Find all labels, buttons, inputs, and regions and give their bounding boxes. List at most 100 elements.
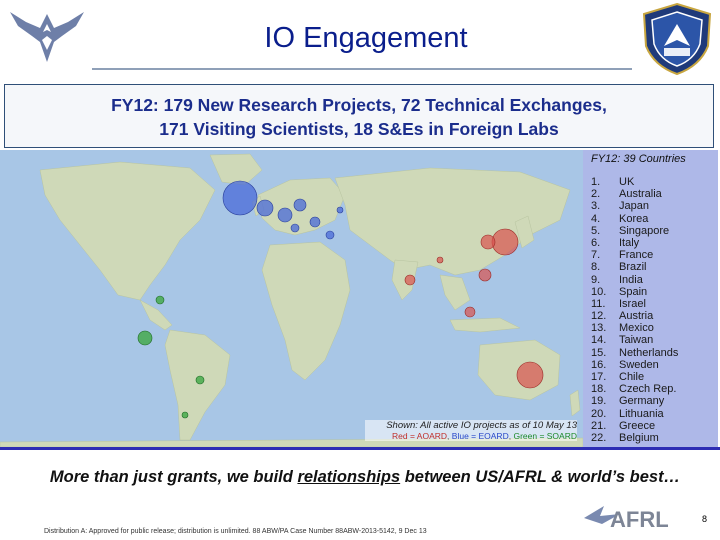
country-item: 6. Italy	[591, 237, 678, 249]
country-name: Chile	[619, 371, 645, 383]
country-item: 19. Germany	[591, 395, 678, 407]
country-rank: 19.	[591, 395, 607, 408]
afrl-logo-text: AFRL	[610, 507, 669, 532]
country-name: Israel	[619, 297, 646, 310]
country-rank: 6.	[591, 236, 601, 249]
country-name: Spain	[619, 285, 648, 298]
country-name: France	[619, 249, 654, 262]
soard-bubbles	[137, 295, 205, 419]
page-title: IO Engagement	[264, 22, 468, 54]
country-name: Germany	[619, 395, 665, 408]
eoard-bubble	[277, 207, 293, 223]
country-rank: 21.	[591, 419, 607, 432]
soard-bubble	[155, 295, 165, 305]
country-item: 9. India	[591, 274, 678, 286]
tagline-emphasis: relationships	[297, 468, 401, 486]
countries-panel: FY12: 39 Countries 1. UK 2. Australia 3. Japa…	[583, 150, 718, 447]
country-item: 18. Czech Rep.	[591, 383, 678, 395]
country-name: Belgium	[619, 431, 659, 444]
legend-green: Green = SOARD	[513, 431, 577, 441]
country-name: Italy	[619, 236, 640, 249]
eoard-bubble	[325, 230, 335, 240]
country-name: Sweden	[619, 358, 659, 371]
country-name: Czech Rep.	[619, 383, 677, 396]
country-item: 5. Singapore	[591, 225, 678, 237]
soard-bubble	[195, 375, 205, 385]
country-name: Brazil	[619, 261, 647, 274]
country-rank: 11.	[591, 297, 606, 310]
eoard-bubble	[256, 199, 274, 217]
country-rank: 4.	[591, 212, 601, 225]
country-name: Greece	[619, 419, 656, 432]
tagline-part1: More than just grants, we build	[49, 468, 298, 486]
soard-bubble	[181, 411, 189, 419]
legend-blue: Blue = EOARD	[451, 431, 509, 441]
country-item: 17. Chile	[591, 371, 678, 383]
country-item: 4. Korea	[591, 213, 678, 225]
country-rank: 14.	[591, 334, 607, 347]
country-rank: 8.	[591, 261, 601, 274]
legend-separator: ,	[508, 431, 514, 441]
country-rank: 18.	[591, 383, 607, 396]
country-item: 13. Mexico	[591, 322, 678, 334]
country-name: Taiwan	[619, 334, 654, 347]
tagline: More than just grants, we build relation…	[30, 466, 700, 489]
country-item: 15. Netherlands	[591, 347, 678, 359]
country-rank: 7.	[591, 249, 601, 262]
divider	[0, 447, 720, 450]
world-map-graphic	[0, 150, 583, 447]
eoard-bubble	[336, 206, 344, 214]
aoard-bubble	[480, 234, 496, 250]
aoard-bubble	[491, 228, 519, 256]
country-name: UK	[619, 176, 635, 188]
country-item: 7. France	[591, 249, 678, 261]
country-item: 22. Belgium	[591, 432, 678, 444]
tagline-part2: between US/AFRL & world’s best…	[400, 468, 681, 486]
country-rank: 9.	[591, 273, 601, 286]
eoard-bubble	[290, 223, 300, 233]
world-map: Shown: All active IO projects as of 10 M…	[0, 150, 583, 447]
country-name: Austria	[619, 310, 654, 323]
country-rank: 5.	[591, 224, 601, 237]
country-item: 8. Brazil	[591, 261, 678, 273]
country-item: 1. UK	[591, 176, 678, 188]
country-rank: 13.	[591, 322, 607, 335]
country-rank: 17.	[591, 371, 607, 383]
country-item: 20. Lithuania	[591, 408, 678, 420]
aoard-bubble	[478, 268, 492, 282]
aoard-bubble	[436, 256, 444, 264]
country-rank: 2.	[591, 188, 601, 201]
country-name: Netherlands	[619, 346, 679, 359]
legend-separator: ,	[447, 431, 452, 441]
distribution-statement: Distribution A: Approved for public rele…	[44, 528, 427, 535]
map-caption-line: Shown: All active IO projects as of 10 M…	[386, 420, 577, 431]
country-item: 11. Israel	[591, 298, 678, 310]
map-caption: Shown: All active IO projects as of 10 M…	[365, 420, 577, 441]
country-item: 10. Spain	[591, 286, 678, 298]
title-underline	[92, 68, 632, 70]
country-rank: 20.	[591, 407, 607, 420]
air-force-logo	[6, 6, 88, 68]
country-rank: 15.	[591, 346, 607, 359]
aoard-bubble	[404, 274, 416, 286]
country-name: Mexico	[619, 322, 654, 335]
country-name: India	[619, 273, 643, 286]
eoard-bubble	[309, 216, 321, 228]
eoard-bubbles	[222, 180, 344, 240]
countries-list: 1. UK 2. Australia 3. Japan 4. Korea 5. Singapore…	[591, 176, 678, 444]
country-name: Japan	[619, 200, 649, 213]
country-item: 21. Greece	[591, 420, 678, 432]
country-name: Lithuania	[619, 407, 664, 420]
afrl-seal-icon	[640, 2, 714, 76]
aoard-bubble	[464, 306, 476, 318]
country-item: 2. Australia	[591, 188, 678, 200]
soard-bubble	[137, 330, 153, 346]
page-number: 8	[702, 514, 708, 524]
banner-line-2: 171 Visiting Scientists, 18 S&Es in Fore…	[159, 119, 559, 139]
country-item: 16. Sweden	[591, 359, 678, 371]
country-name: Australia	[619, 188, 662, 201]
country-rank: 12.	[591, 310, 607, 323]
country-item: 14. Taiwan	[591, 334, 678, 346]
country-item: 3. Japan	[591, 200, 678, 212]
country-rank: 3.	[591, 200, 601, 213]
